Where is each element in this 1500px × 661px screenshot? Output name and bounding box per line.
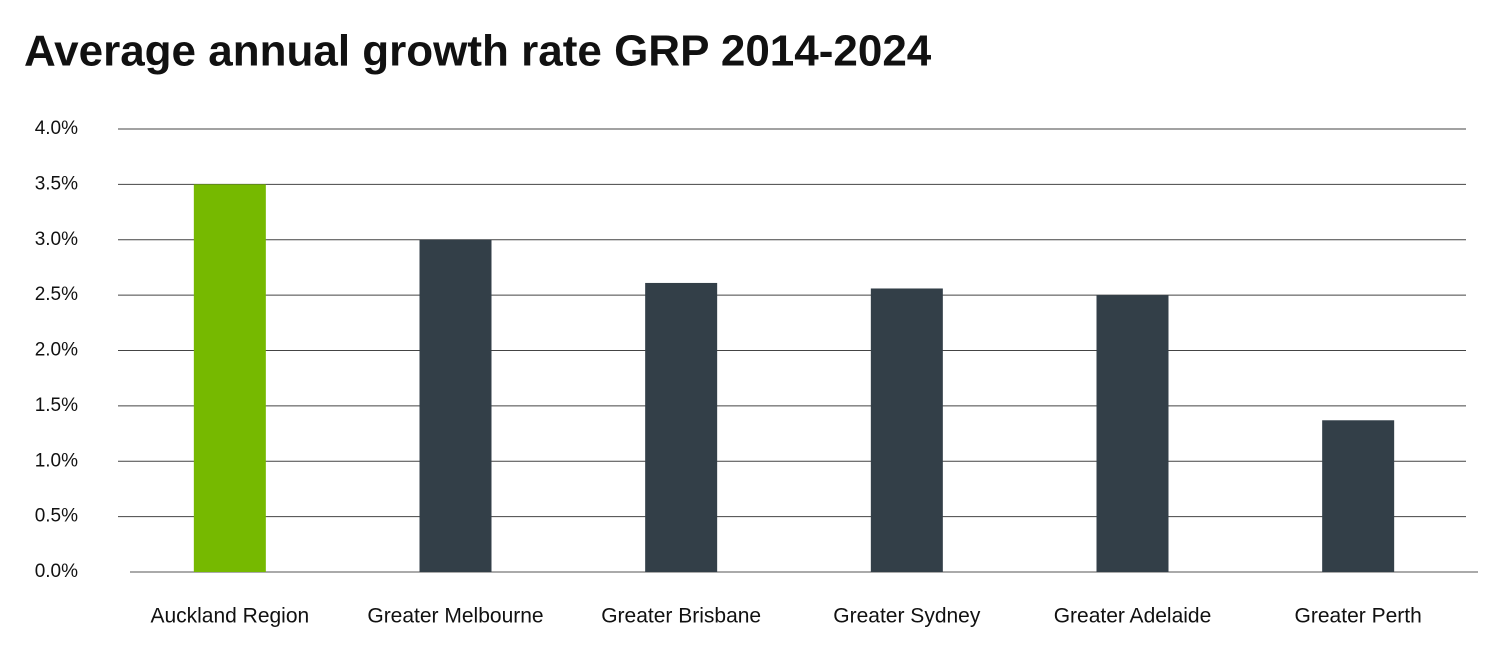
bar xyxy=(193,184,266,572)
y-tick-label: 4.0% xyxy=(35,118,78,139)
y-tick-label: 2.0% xyxy=(35,340,78,361)
x-tick-label: Greater Brisbane xyxy=(601,605,761,628)
x-tick-label: Auckland Region xyxy=(150,605,309,628)
y-tick-label: 1.5% xyxy=(35,395,78,416)
chart-title: Average annual growth rate GRP 2014-2024 xyxy=(24,27,932,76)
bar xyxy=(419,239,492,572)
y-tick-label: 0.5% xyxy=(35,506,78,527)
bar xyxy=(645,282,718,572)
y-tick-label: 1.0% xyxy=(35,450,78,471)
y-tick-label: 3.0% xyxy=(35,229,78,250)
x-tick-label: Greater Perth xyxy=(1295,605,1422,628)
x-tick-label: Greater Sydney xyxy=(833,605,981,628)
x-tick-label: Greater Adelaide xyxy=(1054,605,1212,628)
y-tick-label: 3.5% xyxy=(35,173,78,194)
x-tick-label: Greater Melbourne xyxy=(367,605,543,628)
y-tick-label: 0.0% xyxy=(35,561,78,582)
y-tick-label: 2.5% xyxy=(35,284,78,305)
bar xyxy=(1096,295,1169,572)
bar xyxy=(1322,420,1395,572)
bar xyxy=(870,288,943,572)
